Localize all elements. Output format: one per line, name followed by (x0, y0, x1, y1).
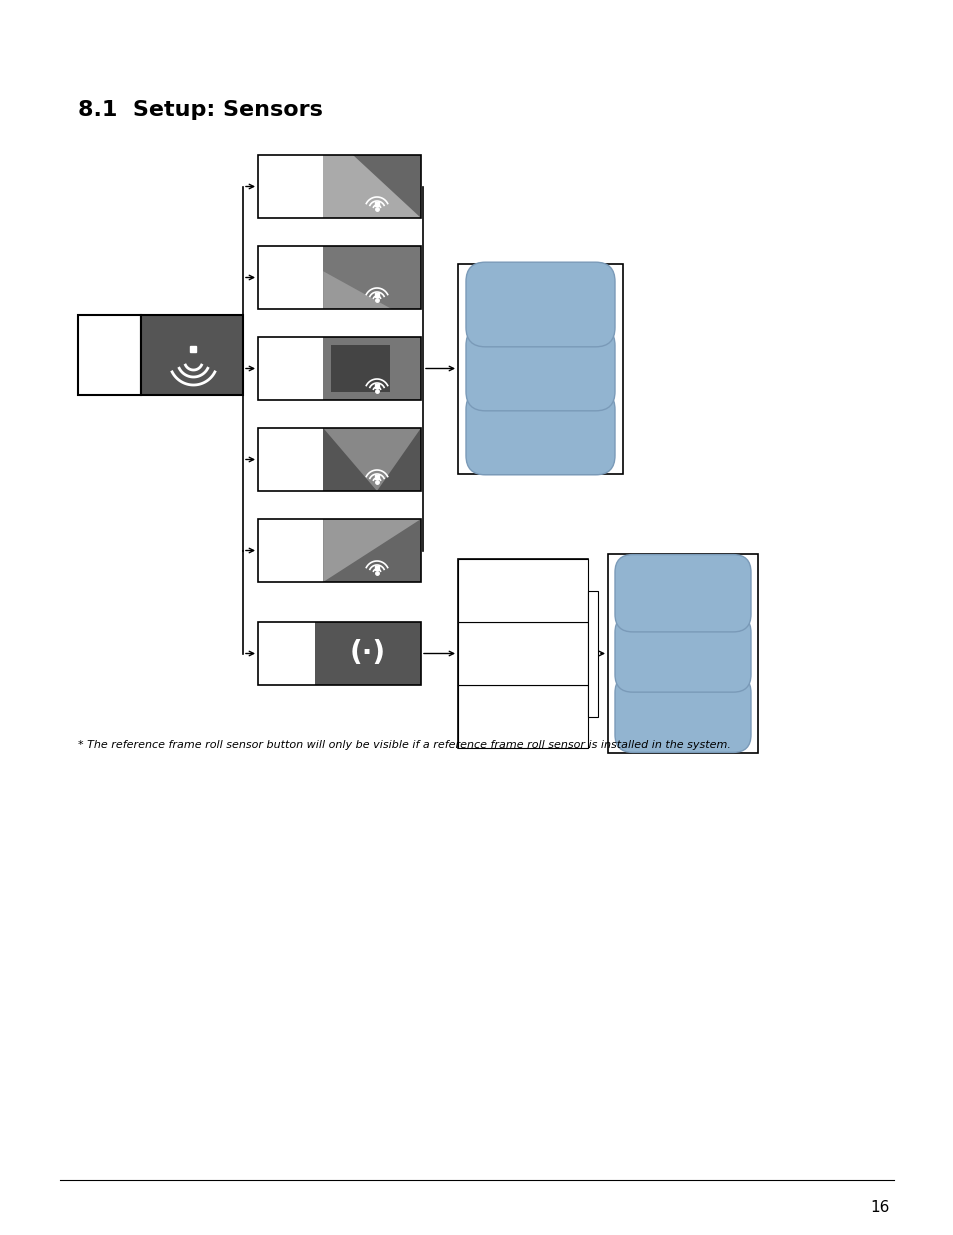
Bar (78, 315, 140, 395)
Polygon shape (353, 156, 420, 219)
Bar (140, 315, 243, 395)
Polygon shape (323, 272, 392, 309)
Bar (607, 555, 758, 753)
Bar (323, 337, 420, 400)
Bar (257, 429, 420, 492)
Polygon shape (323, 519, 420, 582)
Text: 16: 16 (869, 1200, 889, 1215)
Polygon shape (323, 429, 420, 492)
FancyBboxPatch shape (615, 676, 750, 752)
Bar (587, 590, 598, 716)
FancyBboxPatch shape (465, 390, 615, 474)
Bar (257, 156, 420, 219)
Bar (323, 519, 420, 582)
Bar (257, 156, 420, 219)
Bar (257, 622, 420, 685)
Bar (457, 622, 587, 685)
Bar (257, 337, 420, 400)
FancyBboxPatch shape (465, 262, 615, 347)
Bar (457, 263, 622, 473)
Bar (323, 156, 420, 219)
FancyBboxPatch shape (465, 326, 615, 411)
Bar (323, 246, 420, 309)
Bar (257, 337, 420, 400)
Text: (·): (·) (349, 640, 385, 667)
FancyBboxPatch shape (615, 615, 750, 692)
FancyBboxPatch shape (615, 555, 750, 632)
Bar (314, 622, 420, 685)
Bar (257, 622, 314, 685)
Bar (457, 559, 587, 622)
Bar (257, 519, 420, 582)
Bar (257, 246, 420, 309)
Bar (331, 345, 389, 393)
Bar (257, 519, 420, 582)
Bar (457, 559, 587, 748)
Text: * The reference frame roll sensor button will only be visible if a reference fra: * The reference frame roll sensor button… (78, 740, 730, 750)
Text: 8.1  Setup: Sensors: 8.1 Setup: Sensors (78, 100, 322, 120)
Bar (323, 429, 420, 492)
Bar (257, 429, 420, 492)
Bar (457, 685, 587, 748)
Bar (257, 246, 420, 309)
